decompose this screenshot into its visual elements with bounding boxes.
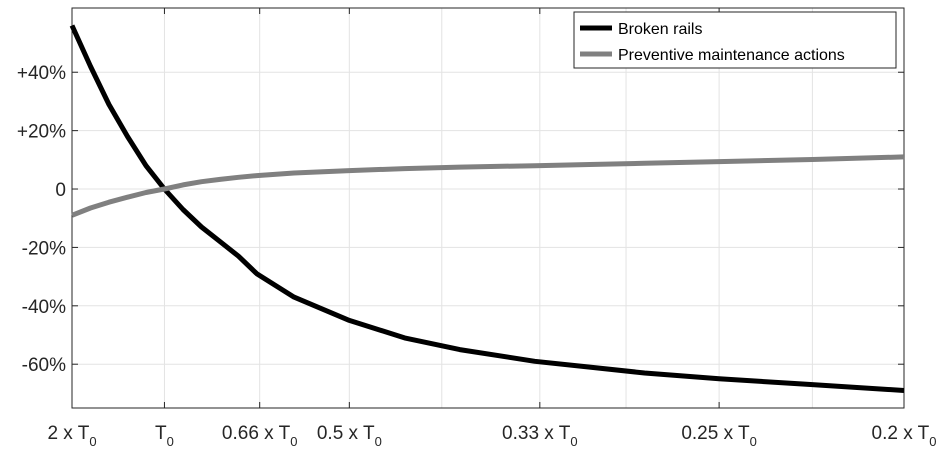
y-tick-label: 0 (55, 180, 66, 201)
x-tick-label: 0.5 x T0 (317, 423, 382, 449)
legend-box (573, 11, 897, 69)
grid (71, 8, 905, 408)
series-layer (69, 24, 905, 393)
legend: Broken rails Preventive maintenance acti… (573, 11, 897, 69)
y-tick-label: -40% (22, 297, 66, 318)
x-tick-label: 0.66 x T0 (222, 423, 298, 449)
x-axis: 2 x T0 T0 0.66 x T0 0.5 x T0 0.33 x T0 0.25 x… (47, 8, 936, 449)
x-tick-label: T0 (155, 423, 174, 449)
series-line-preventive-maintenance (71, 154, 905, 218)
y-tick-label: +40% (17, 63, 66, 84)
legend-label-broken-rails: Broken rails (618, 21, 702, 38)
y-tick-label: -60% (22, 355, 66, 376)
y-tick-label: -20% (22, 238, 66, 259)
y-tick-label: +20% (17, 122, 66, 143)
y-axis: +40% +20% 0 -20% -40% -60% (17, 63, 904, 376)
x-tick-label: 2 x T0 (47, 423, 96, 449)
legend-label-preventive-maintenance: Preventive maintenance actions (618, 47, 845, 64)
x-tick-label: 0.2 x T0 (872, 423, 937, 449)
x-tick-label: 0.33 x T0 (502, 423, 578, 449)
x-tick-label: 0.25 x T0 (681, 423, 757, 449)
series-line-broken-rails (69, 24, 905, 393)
plot-area (71, 7, 905, 409)
